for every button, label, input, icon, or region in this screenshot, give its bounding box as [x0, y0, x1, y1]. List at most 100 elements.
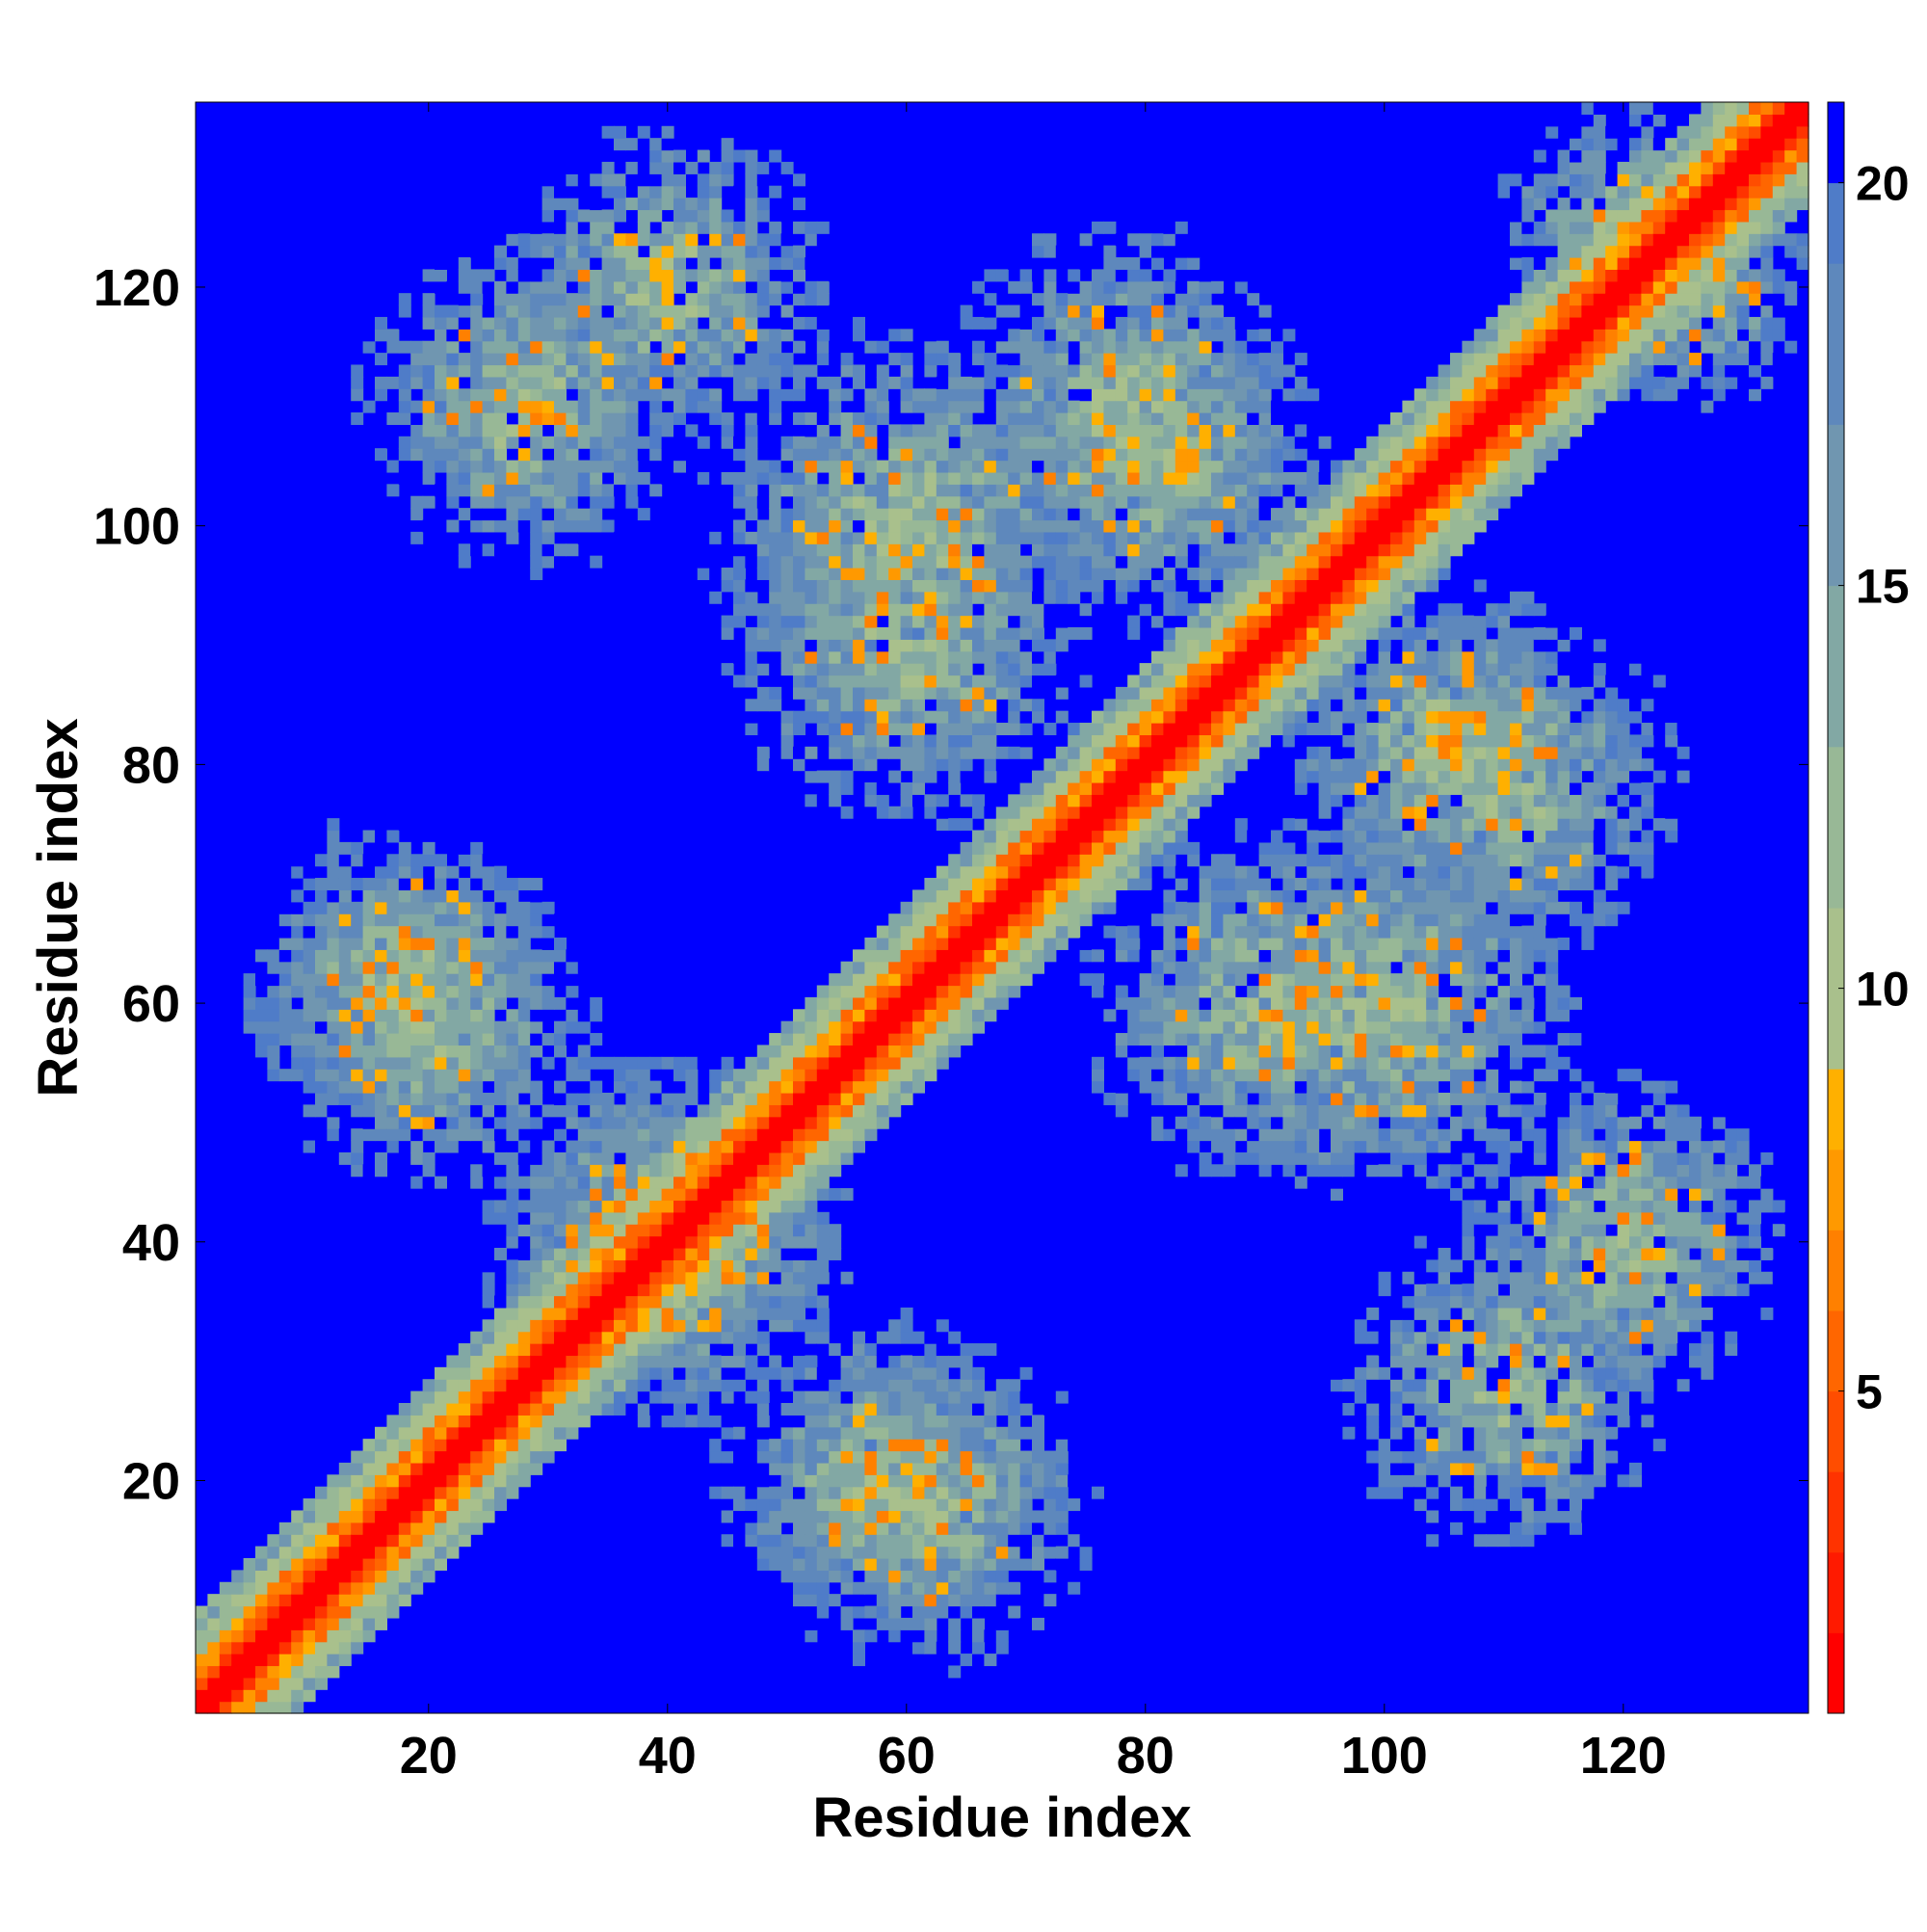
heatmap-cell: [1151, 543, 1164, 557]
heatmap-cell: [577, 1128, 591, 1142]
heatmap-cell: [398, 1092, 411, 1105]
heatmap-cell: [338, 1498, 352, 1512]
heatmap-cell: [745, 699, 758, 712]
heatmap-cell: [362, 329, 376, 342]
heatmap-cell: [351, 925, 364, 939]
heatmap-cell: [566, 293, 579, 306]
heatmap-cell: [458, 1355, 471, 1368]
heatmap-cell: [769, 484, 782, 497]
heatmap-cell: [673, 1271, 686, 1284]
heatmap-cell: [912, 1510, 925, 1523]
heatmap-cell: [936, 1366, 949, 1380]
heatmap-cell: [566, 376, 579, 389]
heatmap-cell: [554, 1211, 567, 1225]
heatmap-cell: [577, 495, 591, 509]
heatmap-cell: [745, 1366, 758, 1380]
heatmap-cell: [829, 663, 842, 676]
heatmap-cell: [1043, 400, 1057, 413]
heatmap-cell: [1068, 519, 1081, 533]
heatmap-cell: [517, 1343, 531, 1357]
heatmap-cell: [721, 1247, 734, 1260]
heatmap-cell: [912, 448, 925, 462]
heatmap-cell: [924, 1462, 937, 1475]
heatmap-cell: [614, 257, 626, 270]
heatmap-cell: [327, 973, 340, 987]
heatmap-cell: [1163, 686, 1176, 700]
heatmap-cell: [1055, 1426, 1069, 1440]
heatmap-cell: [303, 1522, 316, 1535]
heatmap-cell: [936, 675, 949, 688]
heatmap-cell: [446, 1140, 460, 1153]
heatmap-cell: [362, 973, 376, 987]
heatmap-cell: [625, 1140, 639, 1153]
heatmap-cell: [912, 901, 925, 914]
heatmap-cell: [351, 1033, 364, 1046]
heatmap-cell: [769, 699, 782, 712]
heatmap-cell: [1008, 603, 1021, 617]
heatmap-cell: [1163, 675, 1176, 688]
heatmap-cell: [829, 412, 842, 425]
heatmap-cell: [769, 1319, 782, 1333]
heatmap-cell: [816, 1366, 830, 1380]
heatmap-cell: [1139, 710, 1152, 724]
heatmap-cell: [1043, 854, 1057, 867]
heatmap-cell: [769, 531, 782, 544]
heatmap-cell: [1032, 889, 1044, 903]
heatmap-cell: [936, 1594, 949, 1607]
heatmap-cell: [398, 1534, 411, 1548]
heatmap-cell: [1055, 412, 1069, 425]
heatmap-cell: [482, 985, 495, 998]
heatmap-cell: [1055, 1450, 1069, 1464]
heatmap-cell: [1068, 794, 1081, 807]
heatmap-cell: [960, 591, 973, 604]
heatmap-cell: [1043, 424, 1057, 437]
heatmap-cell: [960, 1426, 973, 1440]
heatmap-cell: [1008, 626, 1021, 640]
heatmap-cell: [793, 495, 805, 509]
heatmap-cell: [924, 1045, 937, 1058]
heatmap-cell: [422, 519, 436, 533]
heatmap-cell: [1019, 280, 1033, 294]
heatmap-cell: [554, 484, 567, 497]
heatmap-cell: [972, 901, 985, 914]
heatmap-cell: [338, 1605, 352, 1619]
heatmap-cell: [936, 591, 949, 604]
heatmap-cell: [661, 221, 674, 234]
heatmap-cell: [386, 1128, 400, 1142]
heatmap-cell: [315, 1510, 328, 1523]
heatmap-cell: [614, 424, 626, 437]
heatmap-cell: [614, 1259, 626, 1273]
heatmap-cell: [1008, 854, 1021, 867]
heatmap-cell: [517, 1415, 531, 1428]
heatmap-cell: [816, 376, 830, 389]
heatmap-cell: [566, 304, 579, 318]
heatmap-cell: [410, 1104, 424, 1118]
heatmap-cell: [912, 1355, 925, 1368]
heatmap-cell: [864, 471, 878, 485]
heatmap-cell: [1115, 770, 1128, 783]
heatmap-cell: [530, 424, 543, 437]
heatmap-cell: [398, 961, 411, 974]
heatmap-cell: [601, 161, 615, 174]
heatmap-cell: [1079, 937, 1093, 950]
heatmap-cell: [1032, 830, 1044, 843]
heatmap-cell: [554, 1020, 567, 1034]
heatmap-cell: [1079, 293, 1093, 306]
heatmap-cell: [780, 591, 794, 604]
heatmap-cell: [255, 1020, 268, 1034]
heatmap-cell: [530, 495, 543, 509]
heatmap-cell: [1032, 329, 1044, 342]
heatmap-cell: [649, 1140, 663, 1153]
heatmap-cell: [482, 1128, 495, 1142]
heatmap-cell: [829, 1056, 842, 1070]
heatmap-cell: [924, 1570, 937, 1583]
heatmap-cell: [1127, 436, 1141, 449]
heatmap-cell: [338, 878, 352, 891]
heatmap-cell: [816, 1557, 830, 1571]
heatmap-cell: [900, 1557, 913, 1571]
heatmap-cell: [446, 985, 460, 998]
heatmap-cell: [1008, 650, 1021, 664]
heatmap-cell: [984, 663, 997, 676]
heatmap-cell: [458, 460, 471, 473]
heatmap-cell: [864, 710, 878, 724]
